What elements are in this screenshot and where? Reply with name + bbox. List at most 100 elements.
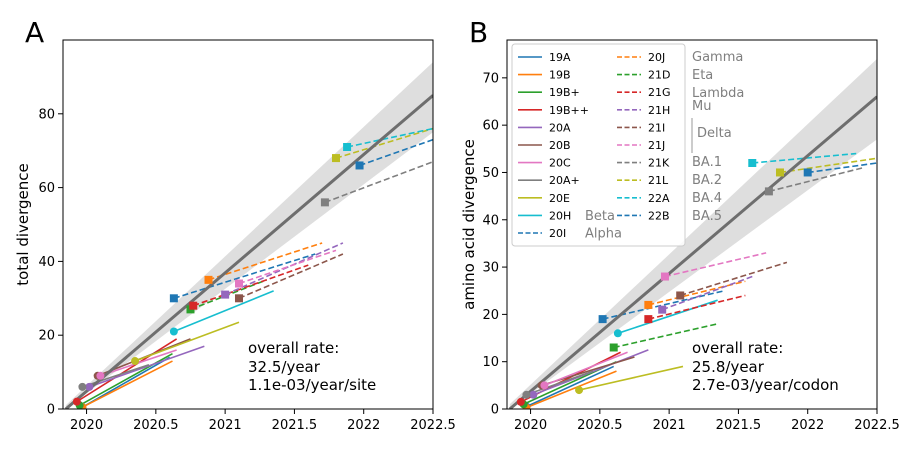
plot-area: [508, 58, 877, 409]
legend-label-22A: 22A: [648, 192, 670, 205]
variant-name-delta: Delta: [697, 126, 732, 141]
series-marker-21H: [658, 305, 667, 314]
series-line-21L: [335, 127, 433, 159]
panel-label: A: [25, 16, 44, 49]
rate-annotation-line: 25.8/year: [692, 358, 765, 376]
legend: 19A 19B 19B+ 19B++ 20A 20B 20C 20A+ 20E 20H Beta 20…: [511, 43, 686, 247]
y-tick-label: 60: [482, 119, 499, 134]
series-line-21J: [238, 249, 337, 285]
series-marker-20J: [204, 275, 213, 284]
series-marker-20I: [169, 294, 178, 303]
legend-label-20H: 20H: [549, 209, 571, 222]
series-line-20E: [578, 365, 684, 391]
series-line-19B: [82, 360, 173, 408]
rate-annotation-line: 2.7e-03/year/codon: [692, 376, 839, 394]
plot-area: [64, 62, 433, 409]
series-marker-20E: [131, 357, 140, 366]
series-line-21H: [661, 275, 753, 311]
series-line-20C: [544, 351, 628, 387]
y-tick-label: 0: [491, 403, 499, 418]
variant-name-lambda: Lambda: [692, 86, 744, 101]
legend-label-21L: 21L: [648, 174, 669, 187]
series-marker-20H: [169, 327, 178, 336]
legend-label-21H: 21H: [648, 104, 670, 117]
variant-name-ba1: BA.1: [692, 155, 722, 170]
y-tick-label: 40: [482, 213, 499, 228]
series-marker-20C: [96, 371, 105, 380]
y-tick-label: 10: [482, 355, 499, 370]
series-marker-20I: [598, 315, 607, 324]
series-marker-21G: [189, 301, 198, 310]
series-line-21G: [192, 264, 309, 307]
series-line-21I: [679, 261, 788, 297]
legend-label-21G: 21G: [648, 86, 671, 99]
rate-annotation-line: overall rate:: [692, 339, 783, 357]
variant-name-mu: Mu: [692, 99, 711, 114]
regression-line: [508, 95, 877, 409]
legend-label-20J: 20J: [648, 51, 665, 64]
variant-name-ba5: BA.5: [692, 209, 722, 224]
legend-label-20C: 20C: [549, 157, 571, 170]
series-marker-19B++: [72, 397, 81, 406]
series-marker-20A: [85, 382, 94, 391]
series-line-21J: [664, 252, 767, 278]
rate-annotation-line: 32.5/year: [248, 358, 321, 376]
legend-label-20B: 20B: [549, 139, 571, 152]
series-marker-20A+: [522, 390, 531, 399]
variant-name-alpha: Alpha: [585, 227, 622, 242]
series-line-20J: [208, 242, 323, 281]
legend-label-21J: 21J: [648, 139, 665, 152]
series-marker-21I: [234, 294, 243, 303]
legend-label-20A+: 20A+: [549, 174, 580, 187]
x-tick-label: 2022.5: [410, 418, 456, 433]
y-tick-label: 50: [482, 166, 499, 181]
series-marker-20C: [540, 381, 549, 390]
series-line-20H: [173, 290, 274, 333]
series-marker-20H: [613, 329, 622, 338]
x-tick-label: 2020.5: [577, 418, 623, 433]
series-marker-21G: [644, 315, 653, 324]
series-line-20A+: [526, 370, 594, 396]
series-marker-22B: [355, 161, 364, 170]
series-line-19A: [526, 365, 615, 408]
rate-annotation-line: 1.1e-03/year/site: [248, 376, 376, 394]
legend-label-19B++: 19B++: [549, 104, 589, 117]
series-marker-22A: [343, 143, 352, 152]
x-tick-label: 2021.5: [716, 418, 762, 433]
series-line-22B: [359, 138, 433, 167]
series-marker-20A: [529, 390, 538, 399]
series-line-21I: [238, 253, 344, 300]
series-line-20A+: [82, 363, 150, 388]
y-axis-label: amino acid divergence: [460, 139, 478, 310]
series-marker-21J: [660, 272, 669, 281]
x-tick-label: 2021.5: [272, 418, 318, 433]
variant-name-beta: Beta: [585, 209, 615, 224]
legend-label-21D: 21D: [648, 69, 670, 82]
y-tick-label: 30: [482, 261, 499, 276]
x-tick-label: 2022: [347, 418, 380, 433]
x-tick-label: 2021: [209, 418, 242, 433]
series-line-19B++: [76, 338, 178, 403]
y-tick-label: 20: [38, 329, 55, 344]
series-line-20A: [89, 345, 205, 388]
rate-annotation-line: overall rate:: [248, 339, 339, 357]
axes-frame: [62, 39, 434, 410]
variant-name-eta: Eta: [692, 68, 713, 83]
y-tick-label: 0: [47, 403, 55, 418]
series-line-20I: [173, 253, 316, 300]
series-marker-21J: [234, 279, 243, 288]
axes-frame: [506, 39, 878, 410]
series-line-21G: [648, 294, 746, 320]
variant-name-ba4: BA.4: [692, 191, 722, 206]
panel-label: B: [469, 16, 488, 49]
series-line-20E: [134, 321, 240, 362]
series-line-22A: [346, 127, 433, 148]
y-tick-label: 20: [482, 308, 499, 323]
legend-label-19B: 19B: [549, 69, 571, 82]
x-tick-label: 2020.5: [133, 418, 179, 433]
series-line-21L: [779, 157, 877, 174]
series-marker-22A: [748, 159, 757, 167]
legend-label-20A: 20A: [549, 121, 571, 134]
series-marker-20A+: [78, 382, 87, 391]
